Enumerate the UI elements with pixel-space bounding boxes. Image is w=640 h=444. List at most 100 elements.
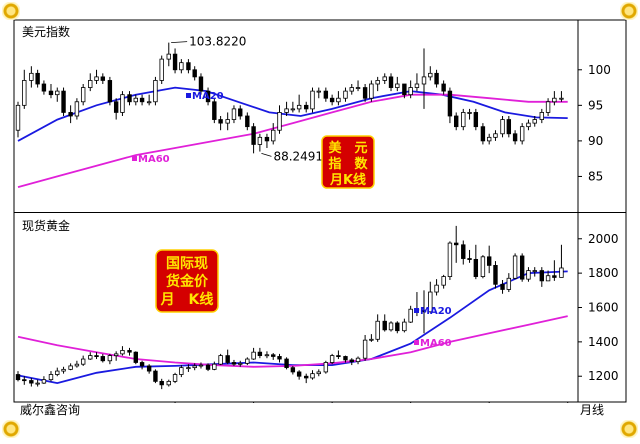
gold-candle — [277, 353, 282, 363]
gold-candle-body — [336, 355, 341, 358]
gold-candle — [238, 360, 243, 367]
gold-candle — [245, 357, 250, 366]
gold-candle — [88, 352, 93, 360]
gold-candle — [441, 274, 446, 289]
gold-candle — [107, 353, 113, 365]
dxy-candle — [120, 91, 125, 116]
dxy-candle — [290, 101, 296, 113]
dxy-ma60-line — [17, 93, 568, 188]
gold-candle — [402, 318, 407, 333]
dxy-candle-body — [133, 97, 138, 103]
dxy-candle-body — [408, 87, 413, 96]
dxy-candle — [225, 112, 230, 131]
dxy-candle — [428, 66, 433, 81]
dxy-candle-body — [192, 69, 197, 78]
gold-candle-body — [355, 357, 361, 363]
dxy-candle-body — [512, 133, 518, 142]
gold-candle-body — [231, 362, 237, 365]
gold-ytick-label: 1800 — [588, 266, 619, 280]
dxy-candle-body — [251, 126, 256, 145]
dxy-candle — [447, 87, 453, 124]
gold-candle — [153, 369, 158, 384]
gold-candle — [421, 290, 427, 334]
dxy-candle — [454, 112, 459, 131]
dxy-candle — [153, 76, 158, 106]
gold-candle-body — [166, 380, 171, 386]
gold-ma60-line — [17, 315, 568, 368]
dxy-candle — [192, 66, 197, 81]
dxy-candle-body — [68, 112, 73, 117]
gold-ytick-label: 1600 — [588, 301, 619, 315]
gold-candle — [559, 244, 564, 278]
dxy-candle — [139, 94, 145, 106]
gold-candle — [172, 372, 178, 384]
gold-candle — [375, 314, 380, 342]
gold-candle-body — [35, 382, 40, 385]
dxy-candle — [355, 80, 361, 92]
dxy-candle — [343, 87, 348, 102]
dxy-candle-body — [559, 97, 564, 100]
gold-candle-body — [441, 276, 446, 286]
gold-candle-body — [473, 258, 479, 277]
dxy-candle-body — [245, 115, 250, 128]
dxy-candle-body — [519, 126, 525, 142]
bottom-panel-title: 现货黄金 — [22, 218, 70, 233]
gold-candle-body — [48, 374, 54, 381]
gold-candle-body — [454, 242, 459, 246]
gold-candle-body — [296, 371, 302, 377]
dxy-ytick-label: 90 — [588, 134, 603, 148]
dxy-candle-body — [264, 136, 270, 142]
dxy-candle — [467, 108, 472, 120]
dxy-candle-body — [336, 97, 341, 103]
dxy-ma20-legend-swatch — [186, 93, 191, 98]
gold-candle-body — [146, 365, 152, 372]
dxy-ma60-legend-label: MA60 — [138, 154, 170, 165]
gold-candle-body — [68, 365, 73, 370]
dxy-candle-body — [74, 101, 80, 117]
dxy-candle-body — [61, 90, 66, 113]
gold-candle — [532, 267, 537, 277]
gold-candle — [186, 364, 191, 372]
gold-candle-body — [388, 322, 394, 331]
gold-candle — [336, 350, 341, 360]
footer-right-label: 月线 — [580, 403, 604, 417]
dxy-candle-body — [480, 126, 486, 142]
dxy-candle-body — [172, 53, 178, 71]
dxy-candle-body — [375, 80, 380, 85]
gold-candle-body — [532, 270, 537, 272]
gold-candle — [296, 370, 302, 380]
gold-candle-body — [369, 338, 374, 341]
dxy-candle-body — [454, 115, 459, 128]
dxy-candle — [473, 108, 479, 131]
dxy-annotation-label: 103.8220 — [189, 35, 246, 49]
dxy-candle-body — [486, 136, 492, 142]
gold-candle — [382, 314, 387, 332]
dxy-candle — [251, 123, 256, 154]
gold-candle — [22, 376, 27, 385]
gold-candle — [454, 225, 459, 263]
annotation-layer: MA20 MA60 103.8220 88.2491 MA20 MA60 — [132, 35, 452, 349]
dxy-ma60-legend-swatch — [132, 156, 137, 161]
gold-candle — [231, 359, 237, 366]
dxy-candle-body — [362, 87, 368, 99]
dxy-candle-body — [231, 108, 237, 120]
gold-candle — [486, 245, 492, 274]
dxy-candle-body — [48, 90, 54, 96]
dxy-candle-body — [139, 97, 145, 103]
dxy-candle — [480, 123, 486, 145]
top-stamp-line-3: 月K线 — [329, 172, 366, 188]
gold-candle-body — [486, 256, 492, 266]
dxy-candle-body — [146, 101, 152, 104]
corner-ornament-top-left — [2, 2, 20, 20]
gold-candle — [146, 364, 152, 374]
gold-candle-body — [545, 275, 551, 282]
dxy-candle-body — [532, 119, 537, 124]
dxy-candle — [264, 133, 270, 148]
dxy-candle-body — [205, 90, 211, 103]
dxy-candle — [382, 73, 387, 84]
gold-candle-body — [205, 364, 211, 370]
gold-candle — [284, 357, 289, 370]
dxy-candle — [88, 73, 93, 92]
